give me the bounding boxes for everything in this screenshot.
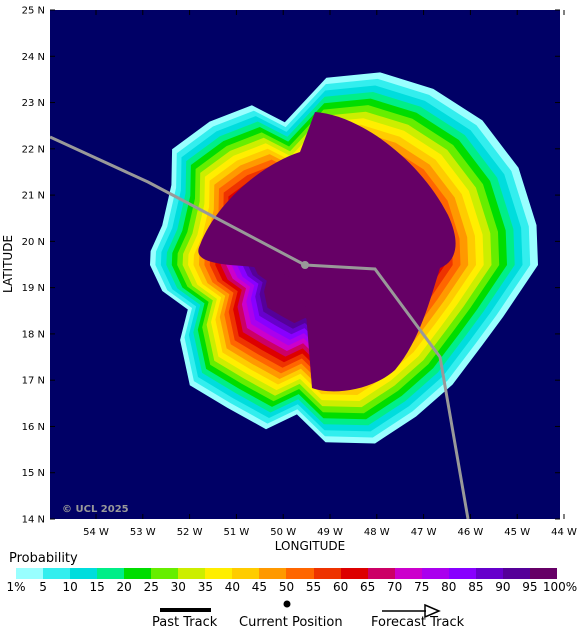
scale-label: 60	[332, 580, 349, 594]
scale-swatch	[232, 568, 260, 579]
y-axis-title: LATITUDE	[1, 235, 15, 293]
scale-label: 90	[495, 580, 511, 594]
scale-swatch	[43, 568, 71, 579]
scale-label: 40	[224, 580, 241, 594]
scale-swatch	[151, 568, 179, 579]
scale-label: 5	[39, 580, 47, 594]
lon-tick-label: 44 W	[551, 527, 577, 538]
scale-label: 15	[89, 580, 105, 594]
probability-scale-labels: 1% 5 10 15 20 25 30 35 40 45 50 55 60 65 70 75 80 85 90 95 1…	[0, 580, 580, 596]
scale-swatch	[421, 568, 449, 579]
scale-swatch	[286, 568, 314, 579]
scale-swatch	[340, 568, 368, 579]
lat-tick-label: 25 N	[22, 6, 45, 17]
lon-tick-label: 49 W	[317, 527, 343, 538]
lat-tick-label: 22 N	[22, 144, 45, 155]
scale-swatch	[502, 568, 530, 579]
scale-label: 65	[360, 580, 376, 594]
scale-label: 100%	[542, 580, 578, 594]
scale-label: 20	[116, 580, 132, 594]
lat-tick-label: 24 N	[22, 52, 45, 63]
lat-tick-label: 23 N	[22, 98, 45, 109]
lat-tick-label: 16 N	[22, 422, 45, 433]
scale-swatch	[475, 568, 503, 579]
lon-tick-label: 46 W	[458, 527, 484, 538]
lat-tick-label: 17 N	[22, 376, 45, 387]
past-track-label: Past Track	[152, 615, 218, 630]
current-position-symbol	[283, 600, 291, 608]
scale-swatch	[124, 568, 152, 579]
scale-label: 55	[305, 580, 322, 594]
probability-map: © UCL 2025 25 N 24 N 23 N 22 N 21 N 20 N 19 N 1…	[1, 6, 577, 554]
scale-swatch	[70, 568, 98, 579]
probability-core	[198, 112, 456, 392]
scale-label: 30	[170, 580, 186, 594]
scale-label: 75	[414, 580, 430, 594]
scale-label: 50	[278, 580, 295, 594]
lat-tick-label: 20 N	[22, 237, 45, 248]
storm-track	[50, 135, 470, 519]
scale-label: 95	[522, 580, 538, 594]
scale-swatch	[529, 568, 557, 579]
lat-tick-label: 18 N	[22, 329, 45, 340]
lat-tick-label: 14 N	[22, 515, 45, 526]
scale-swatch	[394, 568, 422, 579]
past-track-line	[50, 135, 306, 267]
lon-tick-label: 51 W	[224, 527, 250, 538]
scale-swatch	[259, 568, 287, 579]
lat-tick-label: 19 N	[22, 283, 45, 294]
copyright-text: © UCL 2025	[62, 504, 129, 515]
lon-tick-label: 45 W	[504, 527, 530, 538]
lon-tick-label: 47 W	[411, 527, 437, 538]
current-position-label: Current Position	[239, 615, 343, 630]
scale-label: 25	[143, 580, 159, 594]
lon-tick-label: 48 W	[364, 527, 390, 538]
lat-tick-label: 15 N	[22, 468, 45, 479]
scale-label: 70	[387, 580, 403, 594]
forecast-track-line	[304, 263, 470, 519]
lat-tick-label: 21 N	[22, 191, 45, 202]
probability-swath	[150, 72, 538, 444]
scale-label: 1%	[6, 580, 26, 594]
scale-swatch	[448, 568, 476, 579]
scale-swatch	[313, 568, 341, 579]
lon-tick-label: 54 W	[83, 527, 109, 538]
scale-label: 10	[62, 580, 78, 594]
legend-key-symbols	[160, 600, 441, 619]
scale-label: 35	[197, 580, 213, 594]
lon-tick-label: 50 W	[270, 527, 296, 538]
current-position-marker	[301, 261, 309, 269]
scale-label: 45	[251, 580, 268, 594]
scale-swatch	[97, 568, 125, 579]
scale-swatch	[16, 568, 44, 579]
scale-swatch	[367, 568, 395, 579]
lon-tick-label: 52 W	[177, 527, 203, 538]
x-axis-title: LONGITUDE	[275, 539, 345, 553]
lon-tick-label: 53 W	[130, 527, 156, 538]
scale-label: 80	[441, 580, 457, 594]
scale-swatch	[205, 568, 233, 579]
scale-swatch	[178, 568, 206, 579]
legend-title: Probability	[9, 551, 78, 566]
probability-color-scale	[16, 568, 557, 579]
axis-ticks: 25 N 24 N 23 N 22 N 21 N 20 N 19 N 18 N 17 N 16 N…	[22, 6, 577, 539]
forecast-track-symbol	[382, 603, 441, 619]
forecast-track-label: Forecast Track	[371, 615, 465, 630]
scale-label: 85	[468, 580, 484, 594]
